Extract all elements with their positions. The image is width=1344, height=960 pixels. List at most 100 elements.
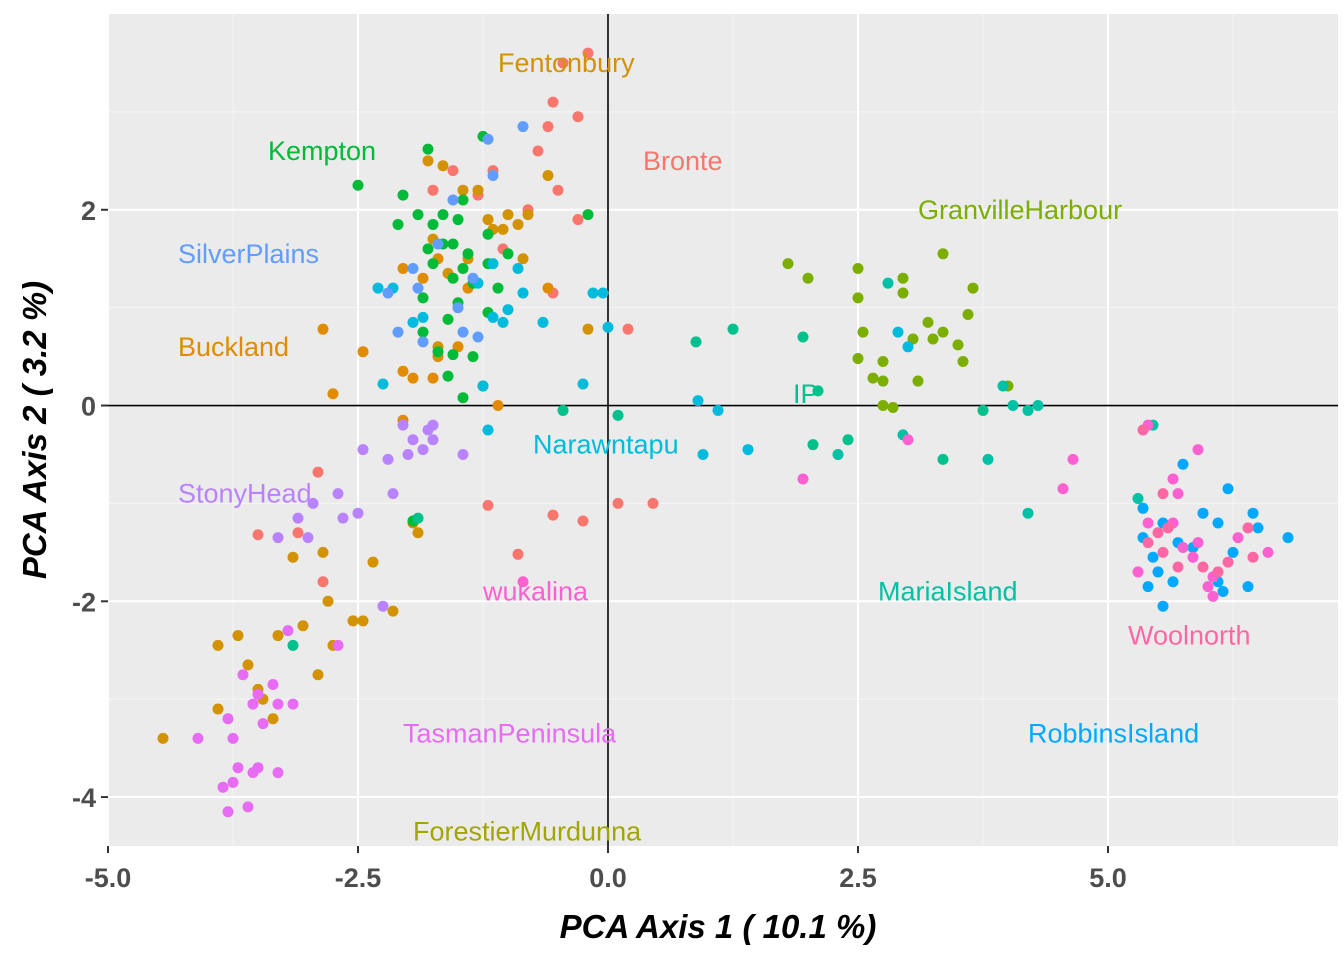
data-point-bronte — [292, 527, 304, 539]
group-label-stonyhead: StonyHead — [178, 479, 312, 509]
data-point-silverplains — [412, 282, 424, 294]
data-point-narawntapu — [692, 395, 704, 407]
data-point-stonyhead — [332, 488, 344, 500]
data-point-narawntapu — [512, 262, 524, 274]
data-point-bronte — [512, 548, 524, 560]
data-point-robbinsisland — [1242, 581, 1254, 593]
data-point-ip — [727, 323, 739, 335]
data-point-tasmanpeninsula — [252, 688, 264, 700]
data-point-kempton — [582, 209, 594, 221]
data-point-granvilleharbour — [967, 282, 979, 294]
data-point-granvilleharbour — [962, 308, 974, 320]
group-label-woolnorth: Woolnorth — [1128, 621, 1251, 651]
group-label-wukalina: wukalina — [482, 577, 589, 607]
data-point-bronte — [532, 145, 544, 157]
data-point-wukalina — [1067, 453, 1079, 465]
y-tick-label: -4 — [72, 783, 96, 813]
data-point-bronte — [612, 497, 624, 509]
data-point-kempton — [417, 326, 429, 338]
data-point-fentonbury — [322, 595, 334, 607]
data-point-kempton — [392, 218, 404, 230]
data-point-bronte — [317, 576, 329, 588]
data-point-robbinsisland — [1212, 517, 1224, 529]
data-point-woolnorth — [1197, 561, 1209, 573]
group-label-forestiermurdunna: ForestierMurdunna — [413, 816, 642, 846]
data-point-fentonbury — [502, 209, 514, 221]
data-point-kempton — [492, 282, 504, 294]
data-point-narawntapu — [372, 282, 384, 294]
data-point-robbinsisland — [1167, 576, 1179, 588]
data-point-silverplains — [482, 133, 494, 145]
data-points — [157, 47, 1294, 818]
data-point-granvilleharbour — [952, 339, 964, 351]
data-point-narawntapu — [597, 287, 609, 299]
data-point-wukalina — [1167, 473, 1179, 485]
data-point-kempton — [422, 143, 434, 155]
data-point-narawntapu — [577, 378, 589, 390]
data-point-granvilleharbour — [922, 316, 934, 328]
data-point-tasmanpeninsula — [222, 713, 234, 725]
data-point-woolnorth — [1142, 537, 1154, 549]
data-point-fentonbury — [482, 214, 494, 226]
group-label-granvilleharbour: GranvilleHarbour — [918, 195, 1122, 225]
group-label-bronte: Bronte — [643, 146, 723, 176]
data-point-robbinsisland — [1197, 507, 1209, 519]
data-point-bronte — [582, 47, 594, 59]
data-point-bronte — [557, 57, 569, 69]
data-point-granvilleharbour — [927, 333, 939, 345]
data-point-narawntapu — [697, 448, 709, 460]
group-labels: Bronte Fentonbury Buckland Kempton Granville… — [178, 48, 1251, 846]
group-label-buckland: Buckland — [178, 332, 289, 362]
data-point-robbinsisland — [1142, 581, 1154, 593]
data-point-kempton — [482, 228, 494, 240]
data-point-woolnorth — [1137, 424, 1149, 436]
data-point-fentonbury — [582, 323, 594, 335]
data-point-fentonbury — [457, 184, 469, 196]
data-point-wukalina — [1207, 590, 1219, 602]
data-point-wukalina — [1232, 532, 1244, 544]
data-point-robbinsisland — [1217, 586, 1229, 598]
data-point-buckland — [417, 272, 429, 284]
data-point-silverplains — [467, 272, 479, 284]
data-point-stonyhead — [387, 488, 399, 500]
data-point-granvilleharbour — [937, 248, 949, 260]
data-point-fentonbury — [497, 223, 509, 235]
group-label-fentonbury: Fentonbury — [498, 48, 635, 78]
data-point-fentonbury — [212, 703, 224, 715]
data-point-fentonbury — [242, 659, 254, 671]
x-tick-label: -2.5 — [335, 863, 382, 893]
data-point-robbinsisland — [1147, 551, 1159, 563]
y-axis-ticks: -4 -2 0 2 — [72, 196, 108, 813]
data-point-granvilleharbour — [802, 272, 814, 284]
data-point-narawntapu — [892, 326, 904, 338]
data-point-fentonbury — [517, 253, 529, 265]
data-point-bronte — [252, 529, 264, 541]
data-point-silverplains — [447, 194, 459, 206]
data-point-stonyhead — [382, 453, 394, 465]
data-point-kempton — [442, 313, 454, 325]
data-point-silverplains — [517, 121, 529, 133]
data-point-bronte — [547, 96, 559, 108]
data-point-buckland — [397, 262, 409, 274]
data-point-kempton — [427, 258, 439, 270]
data-point-robbinsisland — [1252, 522, 1264, 534]
data-point-fentonbury — [542, 170, 554, 182]
data-point-kempton — [442, 370, 454, 382]
data-point-robbinsisland — [1157, 600, 1169, 612]
data-point-woolnorth — [1157, 546, 1169, 558]
data-point-stonyhead — [422, 424, 434, 436]
data-point-fentonbury — [287, 551, 299, 563]
group-label-narawntapu: Narawntapu — [533, 430, 679, 460]
data-point-kempton — [422, 243, 434, 255]
data-point-granvilleharbour — [912, 375, 924, 387]
data-point-narawntapu — [902, 341, 914, 353]
data-point-granvilleharbour — [867, 372, 879, 384]
data-point-stonyhead — [307, 497, 319, 509]
data-point-bronte — [577, 515, 589, 527]
grid-lines — [107, 14, 1338, 846]
x-tick-label: -5.0 — [85, 863, 132, 893]
data-point-ip — [412, 512, 424, 524]
data-point-granvilleharbour — [897, 287, 909, 299]
data-point-narawntapu — [487, 311, 499, 323]
data-point-ip — [612, 409, 624, 421]
